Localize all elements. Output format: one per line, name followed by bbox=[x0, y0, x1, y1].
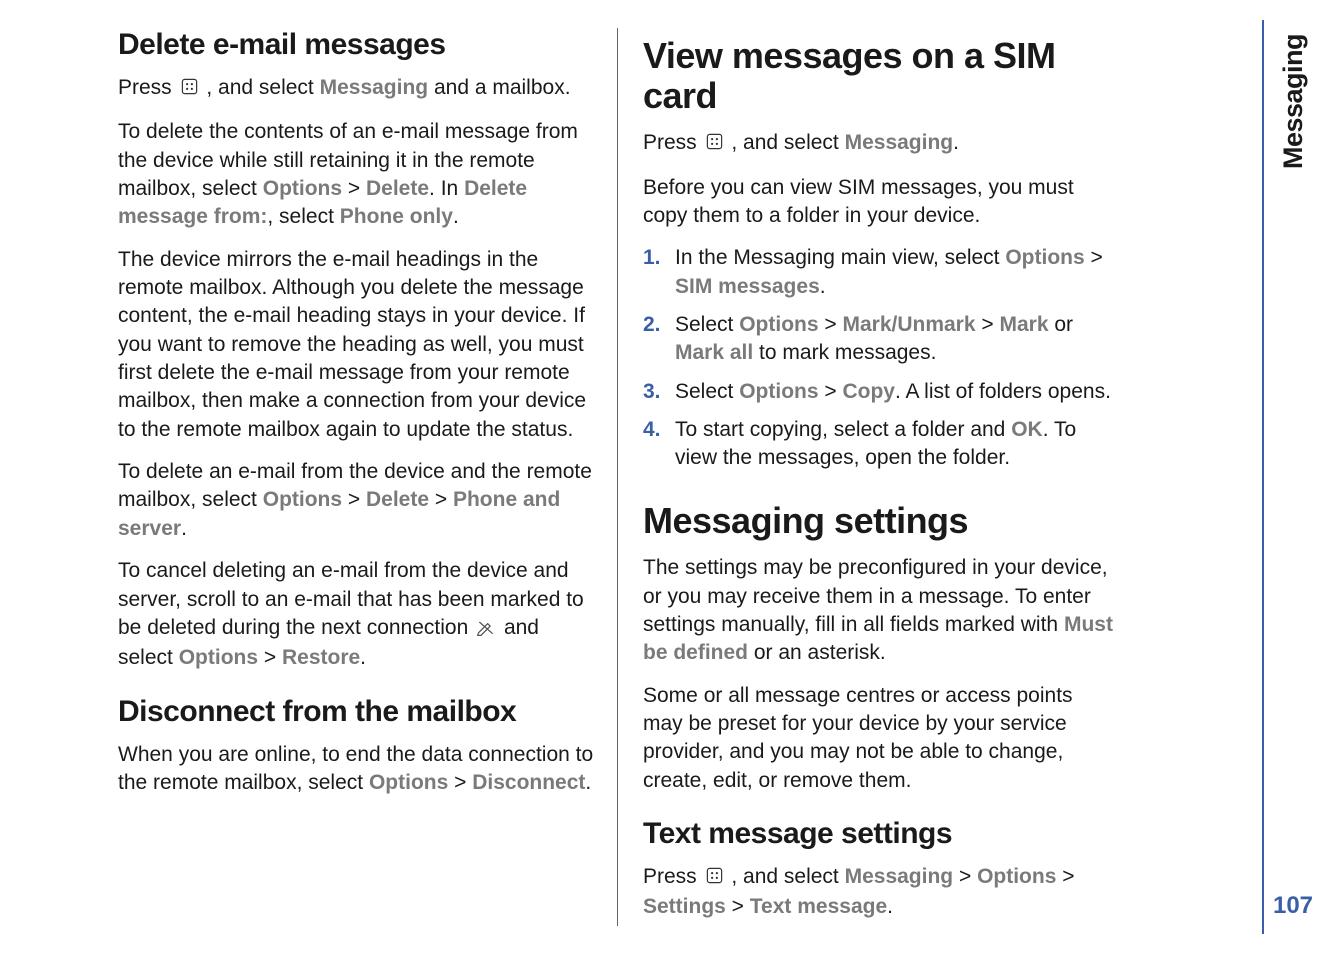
label-restore: Restore bbox=[282, 646, 360, 669]
label-messaging: Messaging bbox=[320, 76, 429, 99]
para-text-message-path: Press , and select Messaging > Options >… bbox=[643, 863, 1113, 922]
text: Press bbox=[643, 131, 703, 154]
text: > bbox=[976, 313, 1000, 336]
list-item: 4. To start copying, select a folder and… bbox=[643, 416, 1113, 473]
content-columns: Delete e-mail messages Press , and selec… bbox=[0, 28, 1322, 926]
text: Select bbox=[675, 313, 739, 336]
para-cancel-delete: To cancel deleting an e-mail from the de… bbox=[118, 557, 599, 672]
para-mirrors-headings: The device mirrors the e-mail headings i… bbox=[118, 246, 599, 444]
text: or bbox=[1049, 313, 1074, 336]
para-delete-contents: To delete the contents of an e-mail mess… bbox=[118, 118, 599, 231]
text: , and select bbox=[731, 131, 844, 154]
text: to mark messages. bbox=[753, 341, 936, 364]
sim-steps-list: 1. In the Messaging main view, select Op… bbox=[643, 244, 1113, 472]
para-settings-preconfigured: The settings may be preconfigured in you… bbox=[643, 554, 1113, 667]
para-delete-device-remote: To delete an e-mail from the device and … bbox=[118, 458, 599, 543]
para-press-messaging-mailbox: Press , and select Messaging and a mailb… bbox=[118, 74, 599, 104]
step-number: 1. bbox=[643, 244, 661, 272]
label-phone-only: Phone only bbox=[340, 205, 453, 228]
label-text-message: Text message bbox=[750, 895, 887, 918]
text: > bbox=[1085, 246, 1103, 269]
label-mark: Mark bbox=[999, 313, 1048, 336]
step-number: 4. bbox=[643, 416, 661, 444]
text: > bbox=[342, 177, 366, 200]
label-options: Options bbox=[263, 488, 342, 511]
text: , select bbox=[267, 205, 339, 228]
label-messaging: Messaging bbox=[845, 865, 954, 888]
heading-text-message-settings: Text message settings bbox=[643, 817, 1113, 851]
list-item: 2. Select Options > Mark/Unmark > Mark o… bbox=[643, 311, 1113, 368]
label-options: Options bbox=[263, 177, 342, 200]
text: > bbox=[429, 488, 453, 511]
text: > bbox=[819, 380, 843, 403]
text: . bbox=[360, 646, 366, 669]
text: , and select bbox=[731, 865, 844, 888]
menu-key-icon bbox=[705, 131, 724, 159]
text: > bbox=[1056, 865, 1074, 888]
label-copy: Copy bbox=[842, 380, 895, 403]
step-number: 2. bbox=[643, 311, 661, 339]
label-ok: OK bbox=[1011, 418, 1043, 441]
page: Delete e-mail messages Press , and selec… bbox=[0, 0, 1322, 954]
right-column: View messages on a SIM card Press , and … bbox=[618, 28, 1138, 926]
text: > bbox=[342, 488, 366, 511]
step-number: 3. bbox=[643, 378, 661, 406]
list-item: 1. In the Messaging main view, select Op… bbox=[643, 244, 1113, 301]
para-press-messaging: Press , and select Messaging. bbox=[643, 129, 1113, 159]
label-delete: Delete bbox=[366, 177, 429, 200]
label-messaging: Messaging bbox=[845, 131, 954, 154]
deleted-mark-icon bbox=[476, 616, 496, 644]
side-tab: Messaging 107 bbox=[1262, 20, 1322, 934]
heading-disconnect: Disconnect from the mailbox bbox=[118, 695, 599, 729]
text: > bbox=[819, 313, 843, 336]
section-label: Messaging bbox=[1278, 34, 1309, 169]
menu-key-icon bbox=[705, 865, 724, 893]
label-mark-unmark: Mark/Unmark bbox=[842, 313, 975, 336]
heading-view-sim: View messages on a SIM card bbox=[643, 36, 1113, 115]
text: The settings may be preconfigured in you… bbox=[643, 556, 1108, 636]
text: or an asterisk. bbox=[748, 641, 886, 664]
label-options: Options bbox=[739, 380, 818, 403]
page-number: 107 bbox=[1273, 892, 1313, 920]
label-mark-all: Mark all bbox=[675, 341, 753, 364]
text: . bbox=[453, 205, 459, 228]
text: Press bbox=[118, 76, 178, 99]
label-options: Options bbox=[369, 771, 448, 794]
text: > bbox=[448, 771, 472, 794]
label-options: Options bbox=[977, 865, 1056, 888]
label-options: Options bbox=[1005, 246, 1084, 269]
heading-messaging-settings: Messaging settings bbox=[643, 501, 1113, 541]
para-message-centres: Some or all message centres or access po… bbox=[643, 682, 1113, 795]
text: > bbox=[953, 865, 977, 888]
menu-key-icon bbox=[180, 76, 199, 104]
text: Select bbox=[675, 380, 739, 403]
text: , and select bbox=[206, 76, 319, 99]
text: and a mailbox. bbox=[428, 76, 570, 99]
label-delete: Delete bbox=[366, 488, 429, 511]
text: > bbox=[726, 895, 750, 918]
text: . bbox=[181, 517, 187, 540]
label-settings: Settings bbox=[643, 895, 726, 918]
text: . In bbox=[429, 177, 464, 200]
text: > bbox=[258, 646, 282, 669]
label-sim-messages: SIM messages bbox=[675, 275, 820, 298]
para-disconnect: When you are online, to end the data con… bbox=[118, 741, 599, 798]
text: Press bbox=[643, 865, 703, 888]
text: To start copying, select a folder and bbox=[675, 418, 1011, 441]
text: . A list of folders opens. bbox=[895, 380, 1111, 403]
text: . bbox=[887, 895, 893, 918]
text: In the Messaging main view, select bbox=[675, 246, 1005, 269]
text: . bbox=[820, 275, 826, 298]
list-item: 3. Select Options > Copy. A list of fold… bbox=[643, 378, 1113, 406]
left-column: Delete e-mail messages Press , and selec… bbox=[118, 28, 618, 926]
heading-delete-email: Delete e-mail messages bbox=[118, 28, 599, 62]
text: . bbox=[585, 771, 591, 794]
label-options: Options bbox=[179, 646, 258, 669]
label-options: Options bbox=[739, 313, 818, 336]
para-before-view-sim: Before you can view SIM messages, you mu… bbox=[643, 174, 1113, 231]
label-disconnect: Disconnect bbox=[472, 771, 585, 794]
text: . bbox=[953, 131, 959, 154]
